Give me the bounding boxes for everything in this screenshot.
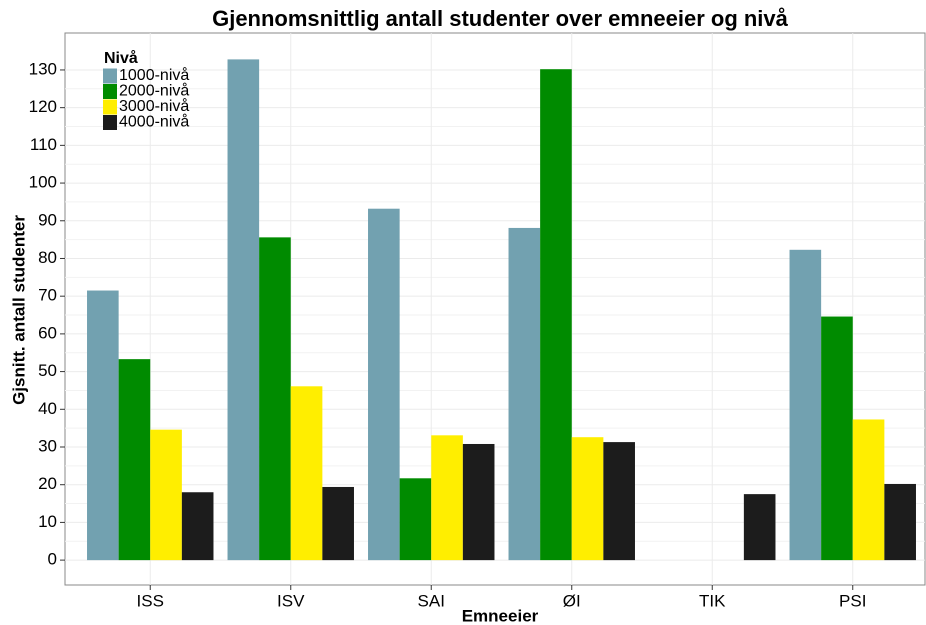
x-tick-label: PSI — [839, 591, 866, 610]
y-tick-label: 50 — [38, 361, 57, 380]
chart-title: Gjennomsnittlig antall studenter over em… — [212, 6, 789, 31]
legend-label: 4000-nivå — [119, 113, 189, 131]
y-tick-label: 130 — [29, 59, 57, 78]
x-tick-label: ISV — [277, 591, 305, 610]
y-tick-label: 120 — [29, 97, 57, 116]
y-tick-label: 30 — [38, 436, 57, 455]
bar — [603, 442, 635, 561]
bar — [821, 316, 853, 561]
x-tick-label: ØI — [563, 591, 581, 610]
x-tick-label: SAI — [418, 591, 445, 610]
bar — [789, 249, 822, 561]
bar — [743, 494, 776, 561]
bar — [227, 59, 260, 561]
y-tick-label: 100 — [29, 173, 57, 192]
bar — [290, 386, 323, 561]
bar — [118, 359, 151, 561]
bar — [322, 486, 354, 561]
legend-label: 3000-nivå — [119, 97, 189, 115]
bar — [87, 290, 119, 561]
bar — [508, 227, 541, 561]
legend-swatch — [103, 115, 117, 130]
bar — [150, 429, 182, 561]
y-tick-label: 0 — [48, 550, 57, 569]
bar — [884, 483, 916, 561]
legend-swatch — [103, 99, 117, 115]
bar — [852, 419, 885, 561]
y-tick-label: 110 — [30, 135, 57, 154]
y-tick-label: 10 — [38, 512, 57, 531]
bar — [181, 492, 214, 561]
bar — [431, 435, 463, 561]
legend-label: 1000-nivå — [119, 66, 189, 84]
y-tick-label: 20 — [38, 474, 57, 493]
bar — [540, 69, 572, 561]
x-tick-label: ISS — [137, 591, 164, 610]
y-tick-label: 40 — [38, 399, 57, 418]
y-tick-label: 90 — [38, 210, 57, 229]
bar — [259, 237, 291, 561]
bar — [462, 443, 495, 561]
y-tick-label: 60 — [38, 323, 57, 342]
legend-title: Nivå — [104, 49, 138, 67]
bar — [368, 208, 400, 561]
y-tick-label: 80 — [38, 248, 57, 267]
bar — [571, 437, 604, 561]
bar — [399, 478, 432, 561]
y-axis-title: Gjsnitt. antall studenter — [9, 215, 28, 405]
legend-swatch — [103, 68, 117, 84]
y-tick-label: 70 — [38, 286, 57, 305]
legend-label: 2000-nivå — [119, 82, 189, 100]
legend-swatch — [103, 84, 117, 99]
x-tick-label: TIK — [699, 591, 726, 610]
x-axis-title: Emneeier — [462, 606, 539, 625]
